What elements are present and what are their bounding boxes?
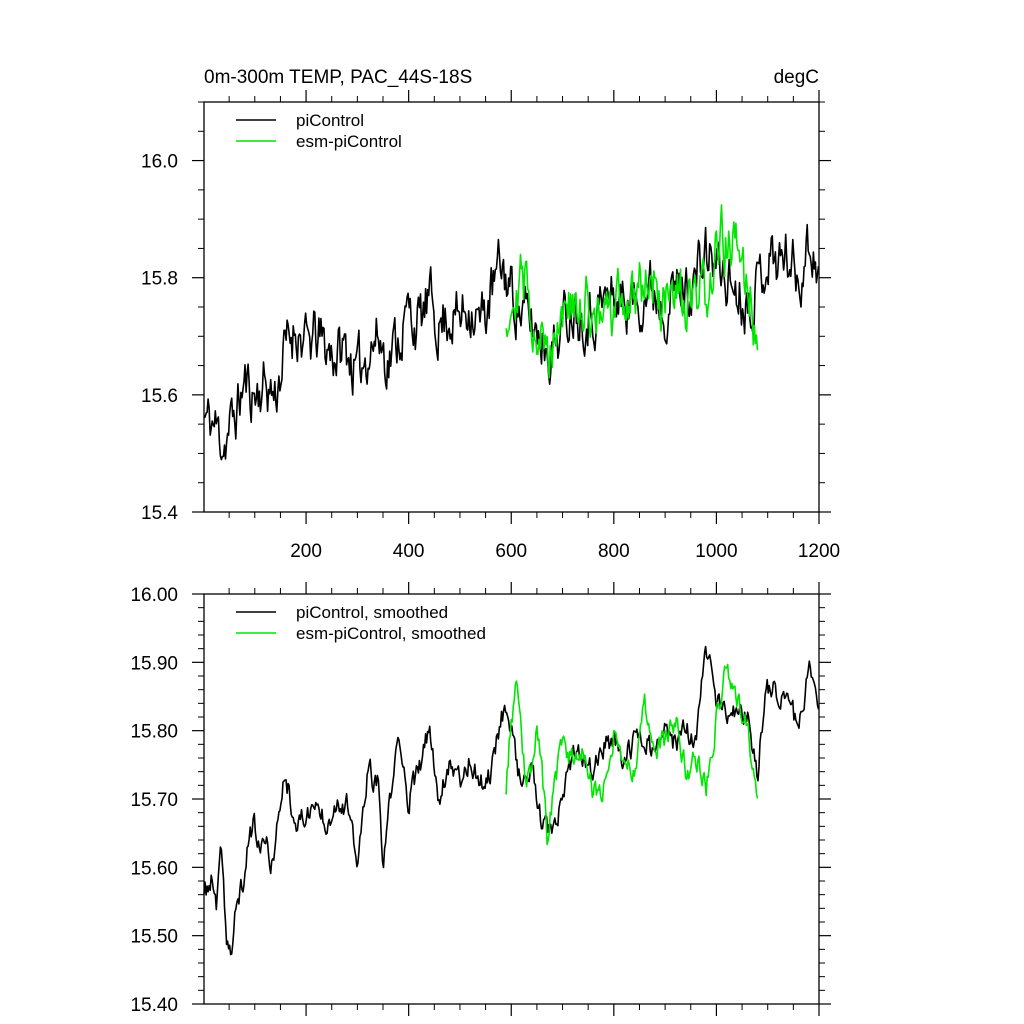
y-tick-label: 16.0 bbox=[141, 152, 178, 173]
units-label: degC bbox=[774, 67, 819, 88]
x-tick-label: 200 bbox=[290, 541, 322, 562]
x-tick-label: 1200 bbox=[798, 541, 840, 562]
x-tick-label: 1000 bbox=[695, 541, 737, 562]
chart-title: 0m-300m TEMP, PAC_44S-18S bbox=[204, 67, 472, 88]
legend-label: esm-piControl, smoothed bbox=[296, 624, 486, 643]
top-panel: 200 400 600 800 1000 1200 15.4 15.6 15.8 16.0 0m-3… bbox=[141, 67, 840, 562]
legend-label: piControl, smoothed bbox=[296, 603, 448, 622]
y-tick-label: 15.6 bbox=[141, 386, 178, 407]
series-line-esm-picontrol-smoothed bbox=[505, 663, 759, 846]
y-tick-label: 15.4 bbox=[141, 503, 178, 524]
y-tick-label: 15.8 bbox=[141, 269, 178, 290]
legend-label: piControl bbox=[296, 111, 364, 130]
plot-frame bbox=[203, 593, 820, 1005]
series-line-picontrol bbox=[203, 223, 820, 461]
y-tick-label: 15.90 bbox=[130, 653, 178, 674]
y-tick-label: 15.40 bbox=[130, 995, 178, 1016]
x-tick-label: 600 bbox=[495, 541, 527, 562]
y-tick-label: 15.80 bbox=[130, 722, 178, 743]
y-tick-label: 16.00 bbox=[130, 585, 178, 606]
x-tick-label: 800 bbox=[598, 541, 630, 562]
y-tick-label: 15.50 bbox=[130, 927, 178, 948]
bottom-panel: 15.40 15.50 15.60 15.70 15.80 15.90 16.00 piCon… bbox=[130, 582, 831, 1016]
x-tick-label: 400 bbox=[393, 541, 425, 562]
legend-label: esm-piControl bbox=[296, 132, 402, 151]
y-tick-label: 15.70 bbox=[130, 790, 178, 811]
y-tick-label: 15.60 bbox=[130, 858, 178, 879]
plot-frame bbox=[203, 101, 820, 513]
series-line-picontrol-smoothed bbox=[203, 645, 820, 956]
series-line-esm-picontrol bbox=[505, 204, 759, 379]
